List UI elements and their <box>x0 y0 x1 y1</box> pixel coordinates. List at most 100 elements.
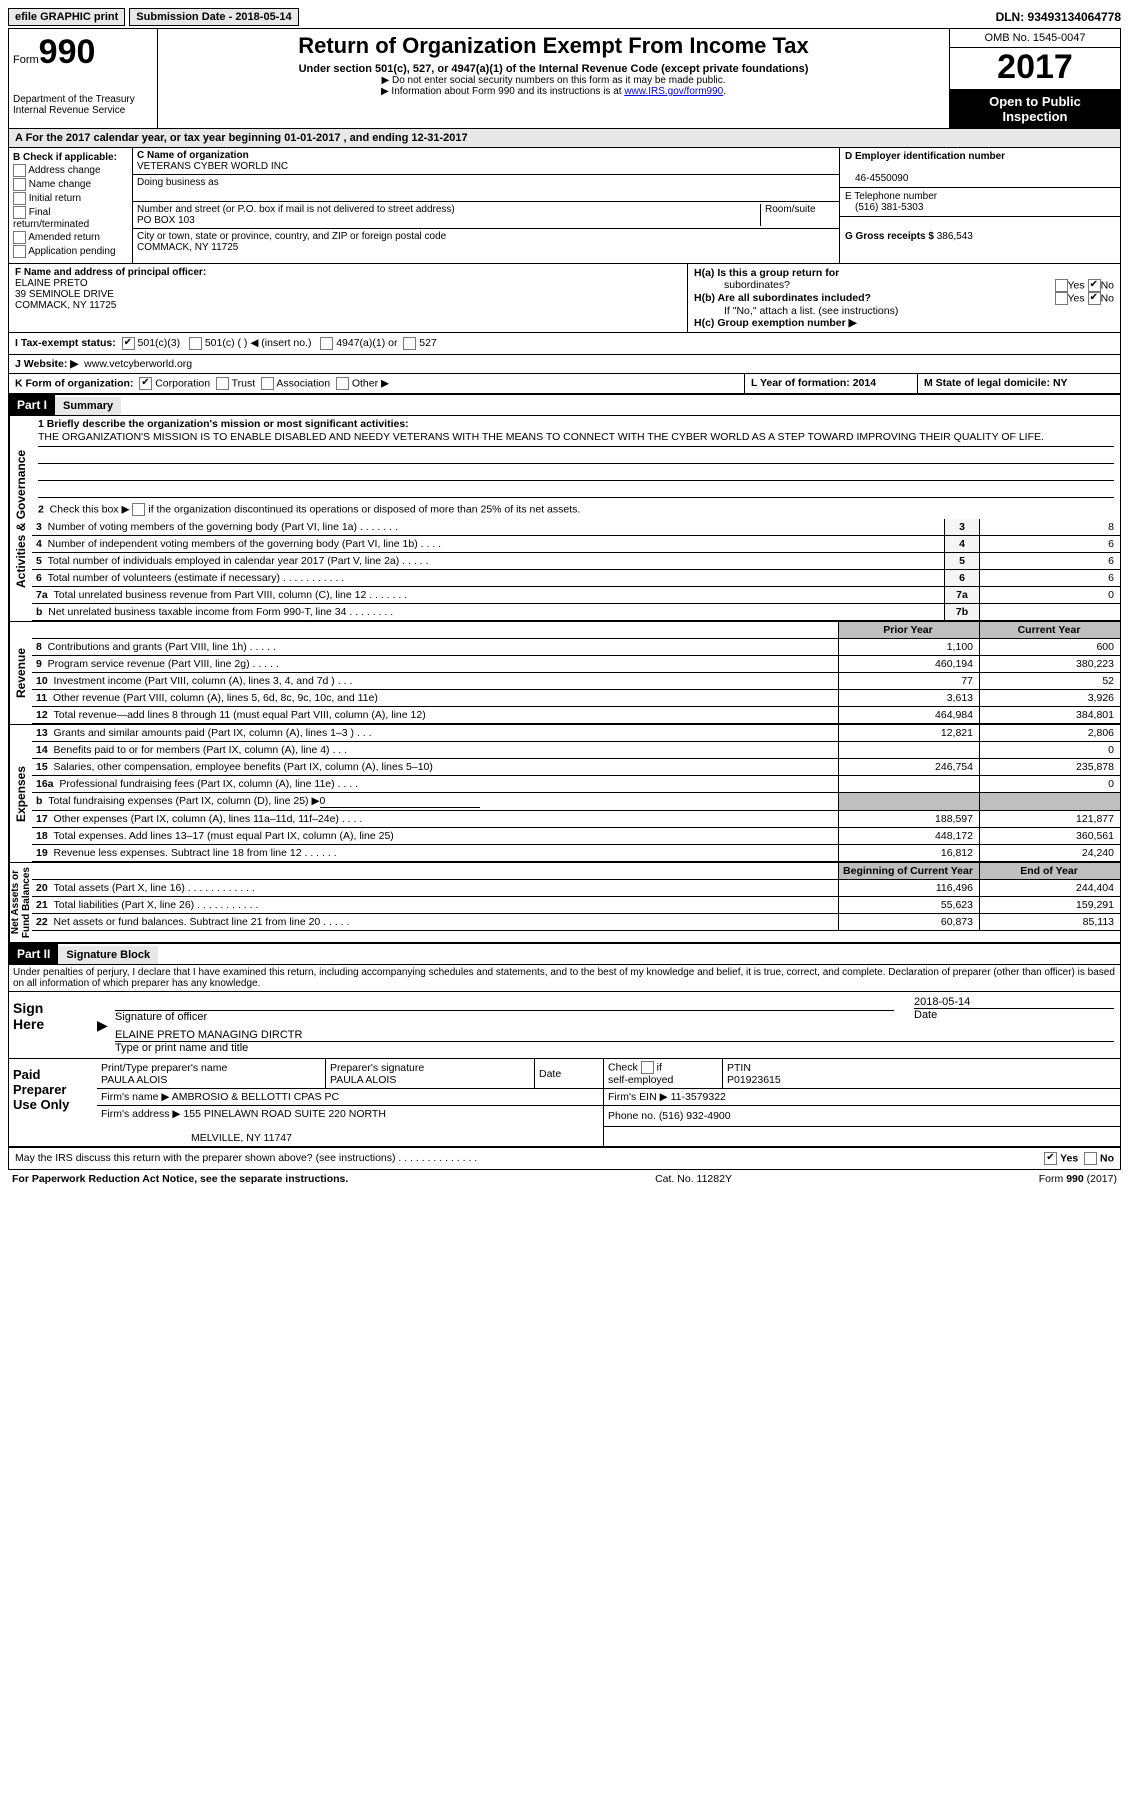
top-bar: efile GRAPHIC print Submission Date - 20… <box>8 8 1121 26</box>
net-table: 20 Total assets (Part X, line 16) . . . … <box>32 880 1120 931</box>
firm-addr2: MELVILLE, NY 11747 <box>101 1132 292 1144</box>
dba-label: Doing business as <box>137 177 219 188</box>
footer-mid: Cat. No. 11282Y <box>655 1173 732 1185</box>
hb-label: H(b) Are all subordinates included? <box>694 292 871 304</box>
phone-value: (516) 381-5303 <box>845 202 923 213</box>
preparer-sig: PAULA ALOIS <box>330 1074 396 1086</box>
footer-right: Form 990 (2017) <box>1039 1173 1117 1185</box>
form-number: Form990 <box>13 33 153 72</box>
website-value: www.vetcyberworld.org <box>84 358 192 370</box>
tax-year: 2017 <box>950 48 1120 90</box>
gross-receipts: 386,543 <box>937 231 973 242</box>
irs-link[interactable]: www.IRS.gov/form990 <box>624 86 723 97</box>
governance-table: 3 Number of voting members of the govern… <box>32 519 1120 621</box>
street-value: PO BOX 103 <box>137 215 195 226</box>
chk-initial-return[interactable]: Initial return <box>13 192 128 205</box>
note-ssn: ▶ Do not enter social security numbers o… <box>166 75 941 86</box>
city-label: City or town, state or province, country… <box>137 231 446 242</box>
chk-trust[interactable] <box>216 377 229 390</box>
dept-treasury: Department of the Treasury <box>13 94 153 105</box>
ha-no[interactable] <box>1088 279 1101 292</box>
ptin-value: P01923615 <box>727 1074 781 1086</box>
chk-527[interactable] <box>403 337 416 350</box>
submission-date: Submission Date - 2018-05-14 <box>129 8 298 26</box>
expenses-table: 13 Grants and similar amounts paid (Part… <box>32 725 1120 862</box>
officer-addr2: COMMACK, NY 11725 <box>15 300 116 311</box>
g-label: G Gross receipts $ <box>845 231 934 242</box>
room-suite-label: Room/suite <box>761 204 835 226</box>
line-2: 2 Check this box ▶ if the organization d… <box>32 500 1120 519</box>
discuss-yes[interactable] <box>1044 1152 1057 1165</box>
firm-name: AMBROSIO & BELLOTTI CPAS PC <box>172 1091 339 1103</box>
part-2-title: Signature Block <box>58 946 158 964</box>
chk-address-change[interactable]: Address change <box>13 164 128 177</box>
discuss-label: May the IRS discuss this return with the… <box>15 1152 477 1165</box>
chk-501c3[interactable] <box>122 337 135 350</box>
dln: DLN: 93493134064778 <box>996 10 1121 24</box>
chk-name-change[interactable]: Name change <box>13 178 128 191</box>
net-header: Beginning of Current YearEnd of Year <box>32 863 1120 880</box>
street-label: Number and street (or P.O. box if mail i… <box>137 204 455 215</box>
sign-here-label: SignHere <box>9 992 97 1058</box>
vlabel-expenses: Expenses <box>9 725 32 862</box>
penalties-text: Under penalties of perjury, I declare th… <box>9 965 1120 992</box>
preparer-date-label: Date <box>535 1059 604 1089</box>
firm-ein: 11-3579322 <box>671 1091 726 1103</box>
form-990: Form990 Department of the Treasury Inter… <box>8 28 1121 1170</box>
section-a-period: A For the 2017 calendar year, or tax yea… <box>9 129 1120 148</box>
firm-phone: (516) 932-4900 <box>659 1110 731 1122</box>
chk-corp[interactable] <box>139 377 152 390</box>
form-subtitle: Under section 501(c), 527, or 4947(a)(1)… <box>166 63 941 75</box>
print-name-label: Type or print name and title <box>115 1042 1114 1054</box>
part-1-hdr: Part I <box>9 395 55 415</box>
ha-sub: subordinates? <box>694 279 790 292</box>
irs-label: Internal Revenue Service <box>13 105 153 116</box>
hb-yes[interactable] <box>1055 292 1068 305</box>
chk-other[interactable] <box>336 377 349 390</box>
d-label: D Employer identification number <box>845 151 1005 162</box>
vlabel-net: Net Assets orFund Balances <box>9 863 32 942</box>
j-label: J Website: ▶ <box>15 358 78 370</box>
c-label: C Name of organization <box>137 150 249 161</box>
chk-discontinued[interactable] <box>132 503 145 516</box>
chk-501c[interactable] <box>189 337 202 350</box>
sig-officer-label: Signature of officer <box>115 1011 894 1023</box>
city-value: COMMACK, NY 11725 <box>137 242 238 253</box>
discuss-no[interactable] <box>1084 1152 1097 1165</box>
officer-addr1: 39 SEMINOLE DRIVE <box>15 289 114 300</box>
footer-left: For Paperwork Reduction Act Notice, see … <box>12 1173 348 1185</box>
revenue-table: Prior YearCurrent Year <box>32 622 1120 639</box>
ha-yes[interactable] <box>1055 279 1068 292</box>
officer-print-name: ELAINE PRETO MANAGING DIRCTR <box>115 1029 1114 1042</box>
chk-4947[interactable] <box>320 337 333 350</box>
form-title: Return of Organization Exempt From Incom… <box>166 33 941 59</box>
chk-assoc[interactable] <box>261 377 274 390</box>
chk-app-pending[interactable]: Application pending <box>13 245 128 258</box>
ha-label: H(a) Is this a group return for <box>694 267 839 279</box>
officer-name: ELAINE PRETO <box>15 278 88 289</box>
f-label: F Name and address of principal officer: <box>15 267 206 278</box>
m-state: M State of legal domicile: NY <box>924 377 1068 389</box>
part-2-hdr: Part II <box>9 944 58 964</box>
chk-self-employed[interactable] <box>641 1061 654 1074</box>
omb-number: OMB No. 1545-0047 <box>950 29 1120 48</box>
chk-amended[interactable]: Amended return <box>13 231 128 244</box>
efile-print-button[interactable]: efile GRAPHIC print <box>8 8 125 26</box>
self-employed: Check ifself-employed <box>604 1059 723 1089</box>
open-to-public: Open to PublicInspection <box>950 90 1120 128</box>
vlabel-revenue: Revenue <box>9 622 32 724</box>
revenue-rows: 8 Contributions and grants (Part VIII, l… <box>32 639 1120 724</box>
i-label: I Tax-exempt status: <box>15 337 116 350</box>
mission-q: 1 Briefly describe the organization's mi… <box>38 418 409 430</box>
sig-date: 2018-05-14 <box>914 996 1114 1009</box>
e-label: E Telephone number <box>845 191 937 202</box>
firm-addr: 155 PINELAWN ROAD SUITE 220 NORTH <box>183 1108 385 1120</box>
hb-no[interactable] <box>1088 292 1101 305</box>
ein-value: 46-4550090 <box>845 173 908 184</box>
l-year: L Year of formation: 2014 <box>751 377 876 389</box>
part-1-title: Summary <box>55 397 121 415</box>
preparer-name: PAULA ALOIS <box>101 1074 167 1086</box>
chk-final-return[interactable]: Final return/terminated <box>13 206 128 230</box>
paid-preparer-label: PaidPreparerUse Only <box>9 1059 97 1146</box>
vlabel-governance: Activities & Governance <box>9 416 32 621</box>
